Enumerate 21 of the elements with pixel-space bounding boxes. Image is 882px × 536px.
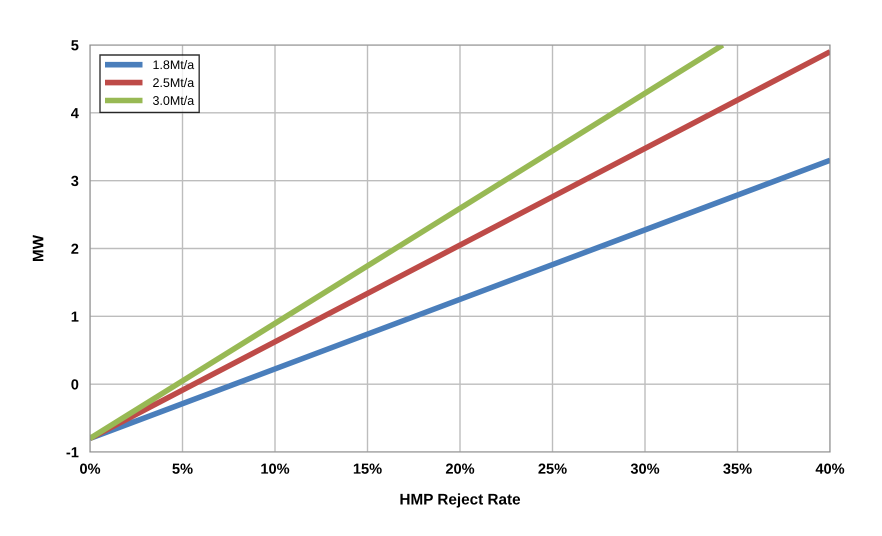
x-tick-label: 20% [446,463,474,474]
x-tick-label: 40% [816,463,844,474]
x-tick-label: 35% [723,463,752,474]
legend-label: 1.8Mt/a [153,60,194,70]
legend-label: 2.5Mt/a [153,78,194,88]
y-tick-label: 4 [71,108,79,118]
x-tick-label: 5% [172,464,193,474]
y-tick-label: 1 [72,312,78,322]
y-tick-label: 5 [71,40,78,50]
x-tick-label: 25% [538,463,567,474]
x-tick-label: 0% [80,463,100,474]
x-tick-label: 15% [354,464,382,474]
y-tick-label: 3 [71,176,78,186]
y-axis-title: MW [32,234,44,262]
x-tick-label: 10% [261,463,290,474]
y-tick-label: -1 [66,447,78,458]
x-tick-label: 30% [630,463,660,474]
x-axis-title: HMP Reject Rate [400,493,520,508]
legend-label: 3.0Mt/a [152,96,194,105]
y-tick-label: 2 [71,244,78,254]
y-tick-label: 0 [71,379,78,390]
